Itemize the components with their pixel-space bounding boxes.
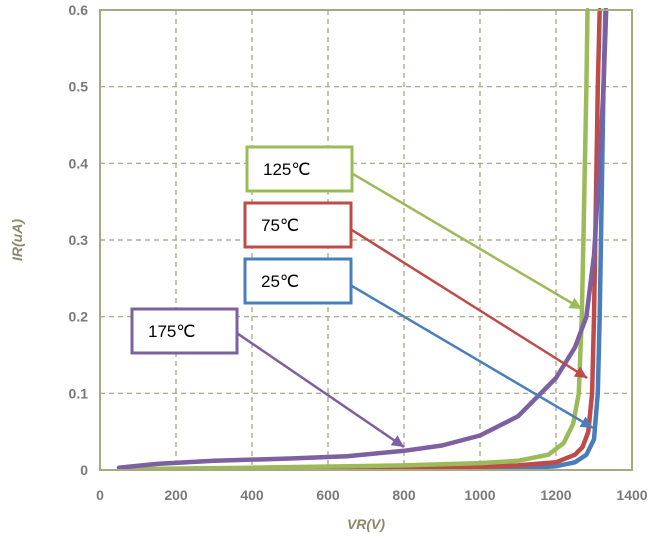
callout-box xyxy=(245,145,354,193)
callout-arrow-line xyxy=(350,284,594,429)
y-axis-ticks: 0 0.1 0.2 0.3 0.4 0.5 0.6 xyxy=(69,2,89,478)
x-tick-label: 600 xyxy=(316,487,340,503)
callout-label: 25℃ xyxy=(261,272,299,291)
callout-box xyxy=(243,257,353,305)
callout-label: 125℃ xyxy=(263,160,310,179)
callout-box xyxy=(130,307,239,355)
callout-arrow-head xyxy=(390,435,404,447)
x-tick-label: 800 xyxy=(392,487,416,503)
y-tick-label: 0.2 xyxy=(69,309,89,325)
y-tick-label: 0 xyxy=(80,462,88,478)
y-axis-title: IR(uA) xyxy=(9,219,25,261)
y-tick-label: 0.3 xyxy=(69,232,89,248)
x-tick-label: 400 xyxy=(240,487,264,503)
callout-arrow-line xyxy=(351,172,583,311)
callout-label: 75℃ xyxy=(261,216,299,235)
callout-arrow-head xyxy=(579,416,593,428)
x-tick-label: 1000 xyxy=(464,487,495,503)
callout-arrow-line xyxy=(236,332,405,449)
callout-annotations: 125℃ 75℃ 25℃ 175℃ xyxy=(130,145,594,449)
y-tick-label: 0.4 xyxy=(69,155,89,171)
x-axis-title: VR(V) xyxy=(347,516,385,532)
y-tick-label: 0.6 xyxy=(69,2,89,18)
callout-arrow-head xyxy=(573,366,588,378)
grid-lines xyxy=(100,10,632,470)
x-axis-ticks: 0 200 400 600 800 1000 1200 1400 xyxy=(96,487,648,503)
callout-arrow-line xyxy=(350,228,588,380)
x-tick-label: 0 xyxy=(96,487,104,503)
series-line-125℃ xyxy=(116,8,590,470)
x-tick-label: 1400 xyxy=(616,487,647,503)
callout-box xyxy=(243,201,353,249)
callout-arrow-head xyxy=(568,297,582,309)
plot-area-border xyxy=(99,9,633,471)
callout-label: 175℃ xyxy=(148,322,195,341)
x-tick-label: 200 xyxy=(164,487,188,503)
y-tick-label: 0.1 xyxy=(69,385,89,401)
y-tick-label: 0.5 xyxy=(69,79,89,95)
x-tick-label: 1200 xyxy=(540,487,571,503)
series-line-175℃ xyxy=(116,8,609,470)
